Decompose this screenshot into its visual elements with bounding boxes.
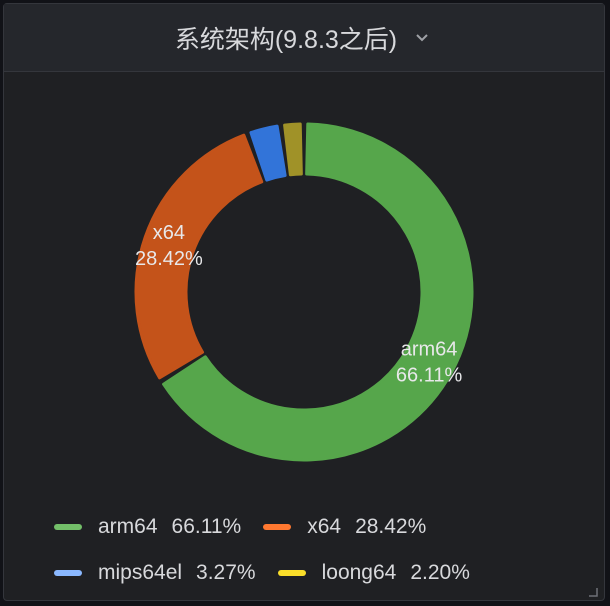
panel-header[interactable]: 系统架构(9.8.3之后)	[4, 4, 604, 72]
resize-handle-icon[interactable]	[588, 584, 598, 597]
legend-label: loong64	[321, 561, 397, 584]
slice-label-name: x64	[153, 222, 185, 244]
slice-label-value: 66.11%	[396, 364, 463, 386]
legend-item-loong64[interactable]: loong64 2.20%	[277, 561, 470, 585]
legend-item-mips64el[interactable]: mips64el 3.27%	[54, 561, 256, 585]
legend-item-x64[interactable]: x64 28.42%	[263, 515, 426, 539]
slice-arm64[interactable]	[162, 122, 474, 462]
legend-value: 66.11%	[171, 515, 242, 538]
slice-x64[interactable]	[134, 133, 264, 380]
legend-value: 3.27%	[196, 561, 256, 584]
legend-label: arm64	[98, 515, 158, 538]
legend-row: arm64 66.11% x64 28.42%	[54, 504, 594, 550]
legend-value: 2.20%	[410, 561, 470, 584]
chart-area: arm64 66.11% x64 28.42%	[4, 72, 606, 492]
legend-swatch	[54, 524, 82, 530]
pie-panel: 系统架构(9.8.3之后) arm64 66.11% x64 28.42% arm64…	[3, 3, 605, 601]
legend-row: mips64el 3.27% loong64 2.20%	[54, 550, 594, 596]
panel-title: 系统架构(9.8.3之后)	[174, 25, 398, 54]
slice-label-name: arm64	[401, 338, 458, 360]
slice-label-value: 28.42%	[135, 248, 203, 270]
legend: arm64 66.11% x64 28.42% mips64el 3.27% l…	[54, 504, 594, 596]
slice-loong64[interactable]	[283, 122, 303, 177]
legend-swatch	[277, 570, 306, 576]
legend-label: mips64el	[98, 561, 183, 584]
legend-swatch	[54, 570, 82, 576]
chevron-down-icon[interactable]	[411, 27, 433, 49]
legend-value: 28.42%	[355, 515, 427, 538]
legend-item-arm64[interactable]: arm64 66.11%	[54, 515, 241, 539]
legend-swatch	[263, 524, 292, 530]
legend-label: x64	[307, 515, 342, 538]
slice-mips64el[interactable]	[249, 124, 287, 182]
donut-chart: arm64 66.11% x64 28.42%	[134, 122, 474, 462]
